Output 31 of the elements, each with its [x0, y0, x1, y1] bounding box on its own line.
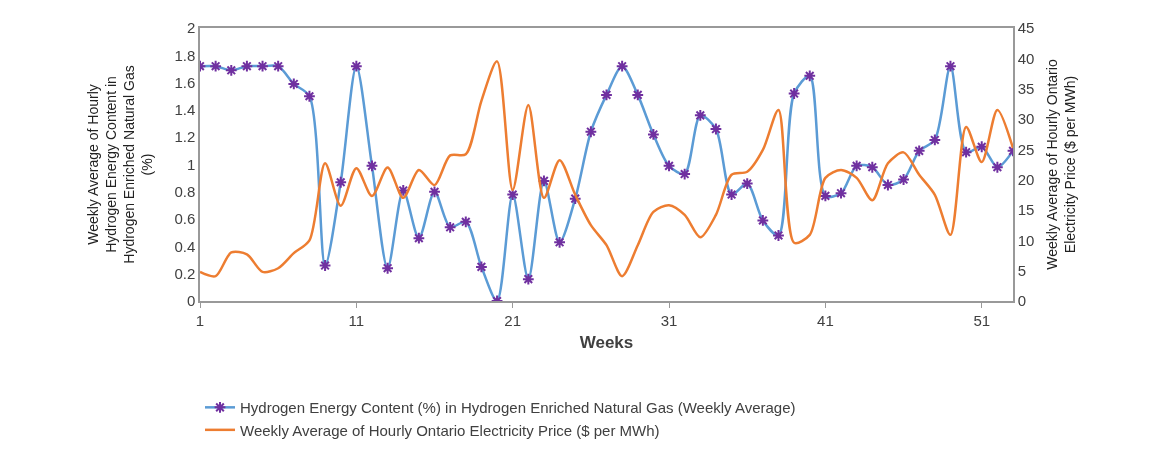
y2-tick-label: 20 — [1017, 170, 1035, 188]
x-tick-label: 41 — [817, 311, 834, 329]
y2-tick-label: 30 — [1017, 110, 1035, 128]
y-tick-label: 0.8 — [174, 183, 196, 201]
y-tick-label: 0.2 — [174, 264, 196, 282]
y-tick-label: 1 — [186, 155, 196, 173]
y2-tick-label: 0 — [1017, 292, 1027, 310]
x-tick-label: 31 — [660, 311, 678, 329]
y2-tick-label: 5 — [1017, 261, 1027, 279]
y-tick-label: 1.8 — [174, 46, 196, 64]
y2-tick-label: 25 — [1017, 140, 1035, 158]
x-axis-title: Weeks — [579, 332, 634, 352]
y2-tick-label: 40 — [1017, 49, 1035, 67]
x-tick-label: 51 — [973, 311, 991, 329]
y-tick-label: 1.6 — [174, 73, 196, 91]
y2-tick-label: 10 — [1017, 231, 1035, 249]
y-tick-label: 2 — [186, 19, 196, 37]
legend-label: Hydrogen Energy Content (%) in Hydrogen Enriched Natural Gas (Weekly Average) — [240, 399, 796, 417]
y-tick-label: 1.4 — [174, 101, 196, 119]
y-tick-label: 0.6 — [174, 210, 196, 228]
y-tick-label: 1.2 — [174, 128, 196, 146]
y-tick-label: 0.4 — [174, 237, 196, 255]
x-tick-label: 21 — [504, 311, 522, 329]
x-tick-label: 11 — [348, 311, 365, 329]
legend-label: Weekly Average of Hourly Ontario Electricity Price ($ per MWh) — [240, 421, 660, 439]
y-axis-title: Weekly Average of Hourly Hydrogen Energy Content in Hydrogen Enriched Natural Gas (%) — [84, 65, 156, 264]
y2-tick-label: 45 — [1017, 19, 1035, 37]
y-tick-label: 0 — [186, 292, 196, 310]
y2-axis-title: Weekly Average of Hourly Ontario Electricity Price ($ per MWh) — [1044, 59, 1079, 270]
y2-tick-label: 15 — [1017, 201, 1035, 219]
y2-tick-label: 35 — [1017, 79, 1035, 97]
